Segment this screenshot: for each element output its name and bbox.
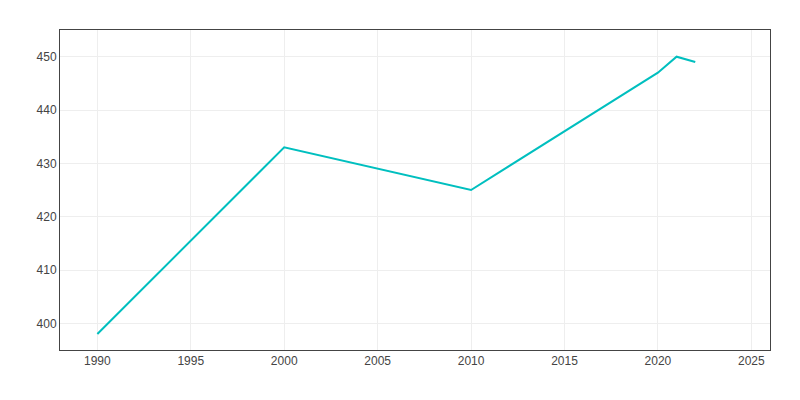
svg-text:2015: 2015 [551, 354, 578, 368]
svg-text:440: 440 [37, 103, 57, 117]
svg-text:1995: 1995 [177, 354, 204, 368]
svg-text:410: 410 [37, 263, 57, 277]
svg-text:2010: 2010 [458, 354, 485, 368]
svg-text:430: 430 [37, 157, 57, 171]
svg-text:2000: 2000 [271, 354, 298, 368]
svg-text:2005: 2005 [364, 354, 391, 368]
svg-text:450: 450 [37, 50, 57, 64]
svg-text:2025: 2025 [738, 354, 765, 368]
svg-text:420: 420 [37, 210, 57, 224]
svg-text:400: 400 [37, 317, 57, 331]
svg-text:2020: 2020 [645, 354, 672, 368]
svg-text:1990: 1990 [84, 354, 111, 368]
